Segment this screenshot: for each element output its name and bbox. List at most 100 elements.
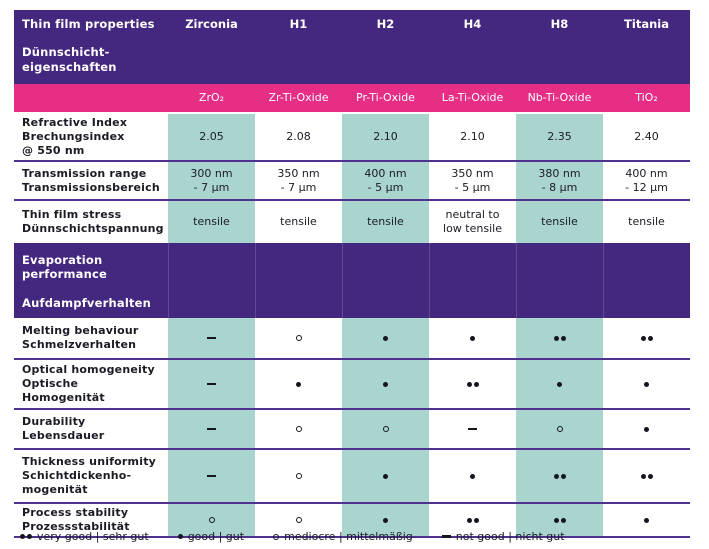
rating-cell <box>342 504 429 536</box>
section-empty-cell <box>429 243 516 318</box>
property-value: 400 nm - 12 µm <box>625 167 668 195</box>
rating-very-good-icon <box>553 517 566 523</box>
dot-icon <box>20 534 25 539</box>
property-value-cell: tensile <box>168 201 255 243</box>
property-value: 2.05 <box>199 130 224 144</box>
column-header-h4: H4 <box>463 17 482 31</box>
value-line: 400 nm <box>625 166 668 180</box>
open-dot-icon <box>273 533 280 540</box>
dot-icon <box>383 473 388 479</box>
rating-cell <box>168 360 255 408</box>
value-line: tensile <box>367 215 404 229</box>
rating-mediocre-icon <box>556 426 563 432</box>
table-title-cell: Thin film properties Dünnschicht-eigensch… <box>14 10 168 84</box>
open-dot-icon <box>295 335 302 341</box>
value-line: 2.08 <box>286 130 311 144</box>
row-label-line: Homogenität <box>22 390 105 404</box>
dot-icon <box>644 517 649 523</box>
rating-cell <box>429 450 516 502</box>
legend-label: not good | nicht gut <box>455 530 565 543</box>
value-line: tensile <box>193 215 230 229</box>
rating-cell <box>168 318 255 358</box>
row-label-line: Thin film stress <box>22 208 122 222</box>
property-value: tensile <box>628 215 665 229</box>
rating-cell <box>342 318 429 358</box>
property-value-cell: 380 nm - 8 µm <box>516 162 603 199</box>
property-value-cell: tensile <box>255 201 342 243</box>
row-label: Process stability Prozessstabilität <box>22 506 130 534</box>
value-line: - 7 µm <box>280 180 317 194</box>
property-value: 2.08 <box>286 130 311 144</box>
dot-icon <box>647 473 653 479</box>
dot-icon <box>560 335 566 341</box>
rating-good-icon <box>470 473 475 479</box>
row-label-line: Schichtdickenho- <box>22 469 132 483</box>
property-value: 300 nm - 7 µm <box>190 167 232 195</box>
rating-cell <box>342 410 429 448</box>
property-value-cell: tensile <box>603 201 690 243</box>
row-label-line: Thickness uniformity <box>22 455 157 469</box>
rating-cell <box>516 318 603 358</box>
value-line: - 7 µm <box>193 180 230 194</box>
property-value-cell: tensile <box>342 201 429 243</box>
materials-empty-cell <box>14 84 168 112</box>
value-line: tensile <box>541 215 578 229</box>
open-dot-icon <box>295 517 302 523</box>
dot-icon <box>470 335 475 341</box>
dash-icon <box>441 535 451 538</box>
row-label-cell: Optical homogeneity Optische Homogenität <box>14 360 168 408</box>
section-empty-cell <box>255 243 342 318</box>
table-title: Thin film properties Dünnschicht-eigensch… <box>22 17 155 74</box>
value-line: tensile <box>280 215 317 229</box>
property-value: 2.10 <box>460 130 485 144</box>
section-header-row: Evaporation performance Aufdampfverhalten <box>14 243 690 318</box>
rating-not-good-icon <box>207 427 216 431</box>
section-empty-cell <box>603 243 690 318</box>
column-header-h1: H1 <box>289 17 308 31</box>
value-line: 2.10 <box>373 130 398 144</box>
value-line: tensile <box>628 215 665 229</box>
row-label-cell: Thin film stress Dünnschichtspannung <box>14 201 168 243</box>
property-value: tensile <box>541 215 578 229</box>
legend-item-good: good | gut <box>177 530 244 543</box>
dash-icon <box>468 427 477 431</box>
rating-not-good-icon <box>468 427 477 431</box>
rating-cell <box>603 410 690 448</box>
column-header-zirconia: Zirconia <box>185 17 238 31</box>
rating-cell <box>168 504 255 536</box>
property-row: Transmission range Transmissionsbereich 30… <box>14 160 690 199</box>
dash-icon <box>207 382 216 386</box>
column-header-titania: Titania <box>624 17 669 31</box>
thin-film-properties-table: Thin film properties Dünnschicht-eigensch… <box>14 10 690 538</box>
table-title-de: eigenschaften <box>22 59 117 74</box>
row-label-line: Transmissionsbereich <box>22 180 160 194</box>
rating-cell <box>342 450 429 502</box>
row-label-line: Schmelzverhalten <box>22 338 137 351</box>
table-header-row: Thin film properties Dünnschicht-eigensch… <box>14 10 690 84</box>
row-label-line: Optical homogeneity <box>22 363 155 377</box>
rating-good-icon <box>644 426 649 432</box>
dot-icon <box>644 426 649 432</box>
dot-icon <box>553 517 559 523</box>
dot-icon <box>383 335 388 341</box>
property-value-cell: 2.40 <box>603 114 690 160</box>
value-line: 300 nm <box>190 166 233 180</box>
rating-cell <box>603 504 690 536</box>
dot-icon <box>383 517 388 523</box>
value-line: neutral to <box>445 208 500 222</box>
property-value-cell: 2.10 <box>342 114 429 160</box>
row-label-line: mogenität <box>22 482 88 496</box>
row-label-line: Process stability <box>22 506 129 520</box>
rating-very-good-icon <box>20 534 32 539</box>
dot-icon <box>177 534 183 539</box>
section-title-en: performance <box>22 267 108 282</box>
value-line: - 5 µm <box>454 180 491 194</box>
property-value: neutral to low tensile <box>443 208 502 236</box>
rating-mediocre-icon <box>208 517 215 523</box>
rating-cell <box>255 450 342 502</box>
rating-not-good-icon <box>207 382 216 386</box>
row-label-cell: Melting behaviour Schmelzverhalten <box>14 318 168 358</box>
row-label: Transmission range Transmissionsbereich <box>22 167 160 195</box>
dot-icon <box>383 381 388 387</box>
property-value: tensile <box>280 215 317 229</box>
